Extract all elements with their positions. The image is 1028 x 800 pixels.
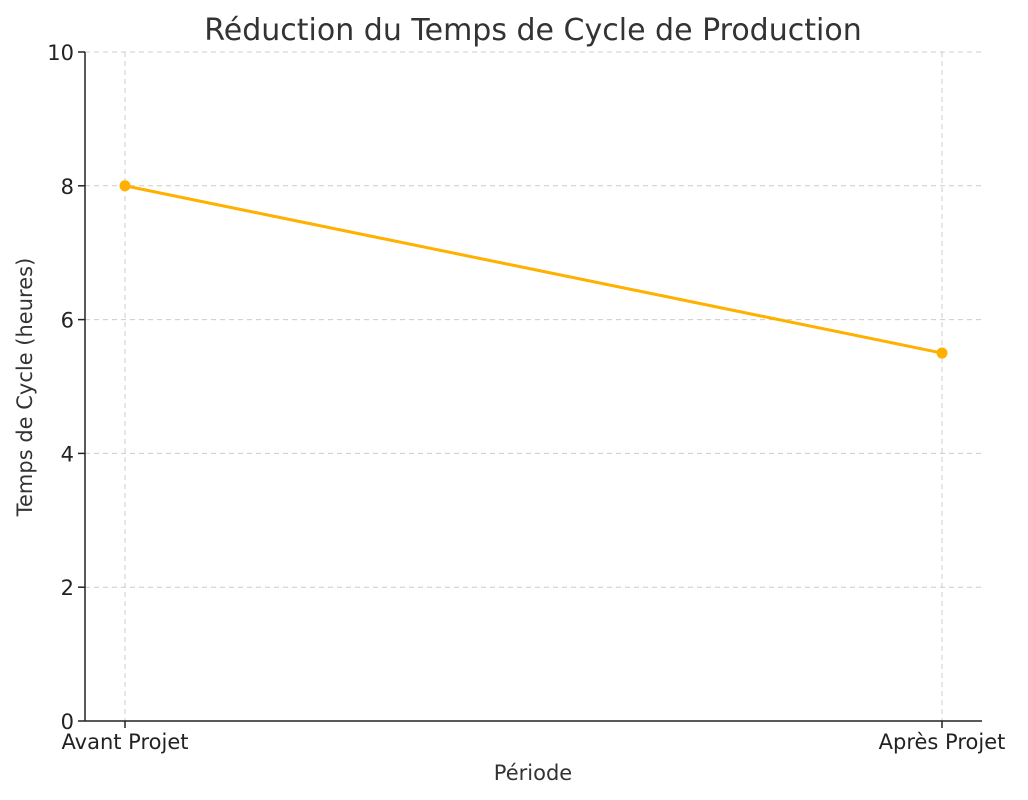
- y-axis-ticks: 0 2 4 6 8 10: [47, 41, 85, 734]
- grid: [85, 51, 982, 721]
- y-tick-label: 6: [61, 309, 74, 333]
- x-tick-label: Avant Projet: [62, 730, 189, 754]
- y-tick-label: 8: [61, 175, 74, 199]
- y-tick-label: 4: [61, 442, 74, 466]
- series-line: [124, 184, 943, 355]
- x-axis-ticks: Avant Projet Après Projet: [62, 721, 1006, 754]
- series-layer: [119, 180, 948, 359]
- y-tick-label: 10: [47, 41, 74, 65]
- x-axis-label: Période: [494, 761, 572, 785]
- chart-title: Réduction du Temps de Cycle de Productio…: [204, 13, 861, 48]
- y-axis-label: Temps de Cycle (heures): [13, 258, 37, 518]
- data-point: [936, 347, 948, 359]
- y-tick-label: 2: [61, 576, 74, 600]
- y-tick-label: 0: [61, 710, 74, 734]
- axes: [84, 52, 982, 722]
- x-tick-label: Après Projet: [879, 730, 1006, 754]
- data-point: [119, 180, 131, 192]
